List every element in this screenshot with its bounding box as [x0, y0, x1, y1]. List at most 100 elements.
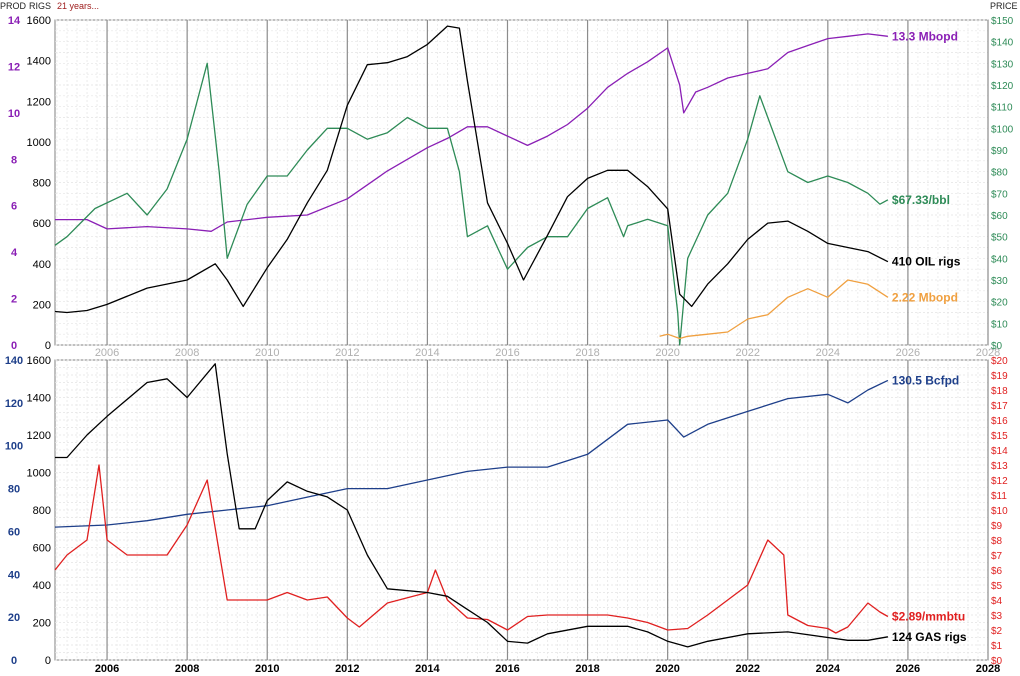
price-axis-header: PRICE [990, 1, 1018, 11]
prod-tick-label: 0 [11, 655, 17, 667]
price-tick-label: $0 [991, 656, 1003, 667]
prod-tick-label: 2 [11, 294, 17, 306]
x-tick-label: 2018 [575, 347, 599, 359]
prod-tick-label: 12 [8, 61, 20, 73]
price-tick-label: $19 [991, 371, 1008, 382]
x-tick-label: 2012 [335, 347, 359, 359]
price-tick-label: $120 [991, 81, 1014, 92]
x-tick-label: 2026 [896, 663, 920, 675]
price-tick-label: $130 [991, 59, 1014, 70]
x-tick-label: 2010 [255, 347, 279, 359]
prod-tick-label: 4 [11, 247, 18, 259]
gas_prod-end-label: 130.5 Bcfpd [892, 373, 959, 387]
price-tick-label: $14 [991, 446, 1008, 457]
price-tick-label: $6 [991, 566, 1003, 577]
x-tick-label: 2008 [175, 347, 199, 359]
oil_price-end-label: $67.33/bbl [892, 193, 950, 207]
rigs-tick-label: 1200 [27, 96, 51, 108]
price-tick-label: $90 [991, 146, 1008, 157]
price-tick-label: $10 [991, 506, 1008, 517]
gas_prod-series-line [54, 379, 889, 528]
price-tick-label: $2 [991, 626, 1003, 637]
x-tick-label: 2022 [736, 347, 760, 359]
other_prod-end-label: 2.22 Mbopd [892, 290, 958, 304]
price-tick-label: $80 [991, 168, 1008, 179]
x-tick-label: 2012 [335, 663, 359, 675]
price-tick-label: $20 [991, 356, 1008, 367]
x-tick-label: 2016 [495, 663, 519, 675]
price-tick-label: $10 [991, 319, 1008, 330]
rigs-tick-label: 1600 [27, 355, 51, 367]
other_prod-series-line [659, 279, 889, 340]
price-tick-label: $4 [991, 596, 1003, 607]
rigs-tick-label: 800 [33, 505, 51, 517]
price-tick-label: $20 [991, 298, 1008, 309]
x-tick-label: 2020 [655, 347, 679, 359]
price-tick-label: $3 [991, 611, 1003, 622]
price-tick-label: $40 [991, 254, 1008, 265]
x-tick-label: 2024 [816, 347, 840, 359]
x-tick-label: 2010 [255, 663, 279, 675]
prod-tick-label: 6 [11, 201, 17, 213]
prod-tick-label: 140 [5, 355, 23, 367]
x-tick-label: 2008 [175, 663, 199, 675]
rigs-tick-label: 0 [45, 340, 51, 352]
x-tick-label: 2018 [575, 663, 599, 675]
x-tick-label: 2016 [495, 347, 519, 359]
prod-tick-label: 14 [8, 15, 21, 27]
prod-axis-header: PROD [0, 1, 27, 11]
rigs-tick-label: 200 [33, 618, 51, 630]
price-tick-label: $7 [991, 551, 1003, 562]
x-tick-label: 2028 [976, 663, 1000, 675]
prod-tick-label: 40 [8, 569, 20, 581]
prod-tick-label: 100 [5, 441, 23, 453]
rigs-tick-label: 1200 [27, 430, 51, 442]
oil_price-series-line [54, 62, 889, 346]
x-tick-label: 2028 [976, 347, 1000, 359]
rigs-tick-label: 600 [33, 218, 51, 230]
prod-tick-label: 60 [8, 526, 20, 538]
price-tick-label: $8 [991, 536, 1003, 547]
x-tick-label: 2024 [816, 663, 841, 675]
prod-tick-label: 10 [8, 108, 20, 120]
rigs-tick-label: 1600 [27, 15, 51, 27]
price-tick-label: $1 [991, 641, 1003, 652]
gas_rigs-series-line [55, 363, 889, 648]
price-tick-label: $13 [991, 461, 1008, 472]
rigs-axis-header: RIGS [29, 1, 52, 11]
price-tick-label: $50 [991, 233, 1008, 244]
price-tick-label: $60 [991, 211, 1008, 222]
prod-tick-label: 80 [8, 484, 20, 496]
gas_price-series-line [54, 464, 889, 634]
rigs-tick-label: 1400 [27, 393, 51, 405]
rigs-tick-label: 1000 [27, 468, 51, 480]
prod-tick-label: 0 [11, 340, 17, 352]
oil_rigs-series-line [54, 25, 889, 314]
gas_rigs-end-label: 124 GAS rigs [892, 630, 967, 644]
price-tick-label: $5 [991, 581, 1003, 592]
price-tick-label: $140 [991, 38, 1014, 49]
x-tick-label: 2006 [95, 663, 119, 675]
oil_prod-end-label: 13.3 Mbopd [892, 29, 958, 43]
price-tick-label: $30 [991, 276, 1008, 287]
price-tick-label: $12 [991, 476, 1008, 487]
price-tick-label: $17 [991, 401, 1008, 412]
rigs-tick-label: 400 [33, 580, 51, 592]
gas_price-end-label: $2.89/mmbtu [892, 610, 965, 624]
price-tick-label: $100 [991, 124, 1014, 135]
x-tick-label: 2014 [415, 663, 440, 675]
rigs-tick-label: 800 [33, 178, 51, 190]
rigs-tick-label: 0 [45, 655, 51, 667]
price-tick-label: $110 [991, 103, 1013, 114]
rigs-tick-label: 600 [33, 543, 51, 555]
x-tick-label: 2006 [95, 347, 119, 359]
x-tick-label: 2022 [736, 663, 760, 675]
x-tick-label: 2014 [415, 347, 439, 359]
price-tick-label: $150 [991, 16, 1014, 27]
price-tick-label: $11 [991, 491, 1007, 502]
prod-tick-label: 20 [8, 612, 20, 624]
chart-subtitle: 21 years... [57, 1, 100, 11]
x-tick-label: 2026 [896, 347, 920, 359]
